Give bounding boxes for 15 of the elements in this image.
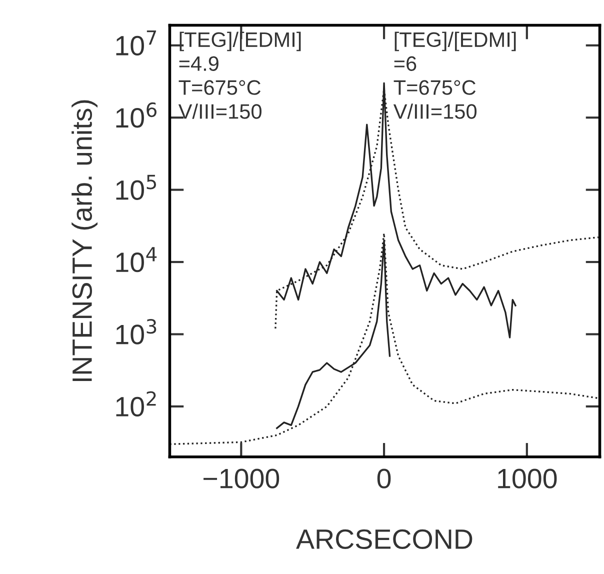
- y-tick-label: 10$^{7}$: [116, 30, 156, 56]
- line-series: [276, 239, 391, 430]
- y-tick-label: 10$^{5}$: [116, 174, 156, 200]
- y-tick-label: 10$^{2}$: [116, 391, 156, 417]
- x-tick-label: −1000: [204, 468, 280, 488]
- y-tick-label: 10$^{4}$: [116, 247, 157, 272]
- x-axis-title: ARCSECOND: [296, 529, 472, 550]
- y-axis-title: INTENSITY (arb. units): [72, 100, 98, 382]
- y-tick-label: 10$^{6}$: [116, 102, 156, 128]
- annotation: [TEG]/[EDMI] =6 T=675°C V/III=150: [393, 32, 516, 119]
- x-tick-label: 0: [377, 468, 391, 488]
- x-tick-label: 1000: [498, 468, 557, 488]
- annotation: [TEG]/[EDMI] =4.9 T=675°C V/III=150: [178, 32, 301, 119]
- y-tick-label: 10$^{3}$: [116, 319, 156, 344]
- line-series: [170, 232, 600, 446]
